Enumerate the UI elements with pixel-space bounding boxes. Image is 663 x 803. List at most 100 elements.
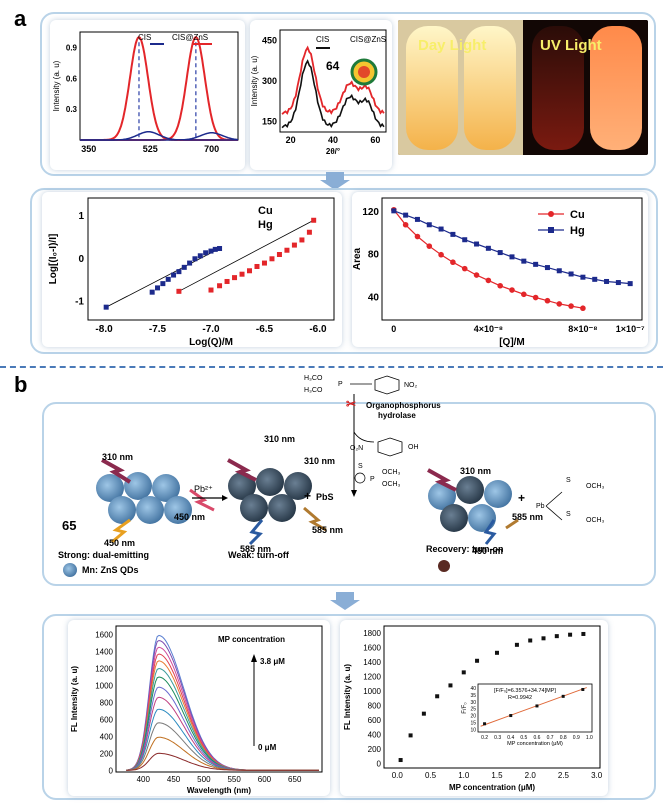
y-tick-label: 1600 [363, 644, 381, 653]
mp-formula-bottom: H₃CO [304, 387, 323, 394]
data-point-Hg [426, 222, 432, 228]
y-tick-label: 400 [368, 731, 382, 740]
inset-r-value: R=0.9942 [508, 695, 532, 701]
nm310-label-3: 310 nm [460, 466, 491, 476]
strong-label: Strong: dual-emitting [58, 550, 149, 560]
data-point-Cu [247, 268, 253, 274]
area-vs-concentration-chart: 0 4×10⁻⁸ 8×10⁻⁸ 1×10⁻⁷ 40 80 120 [Q]/M Area Cu Hg [352, 197, 645, 348]
y-tick-label: 40 [368, 292, 380, 303]
weak-label: Weak: turn-off [228, 550, 290, 560]
x-axis-label: [Q]/M [499, 337, 525, 347]
data-point-Hg [208, 248, 214, 254]
y-tick-label: 0 [377, 760, 382, 769]
absorption-chart-tile: 350 525 700 0.3 0.6 0.9 Intensity (a. u) CIS CIS… [50, 20, 245, 170]
x-tick-label: 0.5 [425, 771, 437, 780]
enzyme-label-2: hydrolase [378, 411, 416, 420]
x-tick-label: 700 [204, 144, 219, 154]
recovery-label: Recovery: turn-on [426, 544, 504, 554]
trend-arrowhead [251, 654, 257, 662]
qd-cluster-strong [96, 472, 192, 524]
y-tick-label: 1600 [95, 630, 113, 639]
data-point-Cu [497, 282, 503, 289]
data-point-Hg [414, 216, 420, 222]
nm450-label-2: 450 nm [104, 538, 135, 548]
data-point-Hg [462, 237, 468, 243]
down-arrow-1 [320, 172, 350, 190]
nm310-label-2: 310 nm [304, 456, 335, 466]
data-point-Hg [165, 276, 171, 282]
data-point [475, 658, 480, 663]
data-point-Cu [532, 294, 539, 301]
data-point-Hg [544, 265, 550, 271]
vial-uv-1 [532, 26, 584, 150]
benzene-ring-1 [374, 375, 400, 395]
nm310-label-weak: 310 nm [264, 434, 295, 444]
inset-x-tick: 0.5 [520, 735, 527, 741]
inset-fit-line [480, 687, 587, 727]
x-tick-label: -8.0 [95, 324, 113, 335]
data-point-Cu [485, 277, 492, 284]
data-point [461, 670, 466, 675]
y-tick-label: 1800 [363, 629, 381, 638]
x-tick-label: -6.0 [309, 324, 327, 335]
inset-x-tick: 0.3 [494, 735, 501, 741]
data-point-Cu [461, 265, 468, 272]
x-tick-label: 3.0 [591, 771, 603, 780]
y-tick-label: 800 [368, 702, 382, 711]
data-point-Cu [580, 305, 586, 312]
legend-cis: CIS [138, 33, 151, 42]
data-point [554, 634, 559, 639]
annotation-64: 64 [326, 59, 340, 73]
x-tick-label: -7.5 [149, 324, 167, 335]
inset-data-point [535, 704, 539, 708]
plot-frame [383, 625, 601, 769]
data-point [421, 711, 426, 716]
y-tick-label: 1 [78, 211, 84, 222]
data-point [581, 631, 586, 636]
area-chart-tile: 0 4×10⁻⁸ 8×10⁻⁸ 1×10⁻⁷ 40 80 120 [Q]/M Area Cu Hg [352, 192, 648, 348]
legend-marker-hg [548, 227, 554, 233]
x-tick-label: 400 [137, 775, 151, 784]
data-point-Cu [261, 260, 267, 266]
legend-hg: Hg [258, 219, 273, 231]
x-tick-label: 60 [370, 135, 380, 145]
data-point-Hg [568, 271, 574, 277]
data-point-Hg [627, 281, 633, 287]
data-point-Cu [473, 272, 480, 278]
data-point-Hg [187, 260, 193, 266]
legend-cis: CIS [316, 35, 329, 44]
y-tick-label: -1 [75, 297, 84, 308]
data-point-Cu [426, 243, 433, 249]
data-point [448, 683, 453, 688]
inset-x-label: MP concentration (μM) [507, 741, 563, 747]
data-point-Hg [509, 254, 515, 260]
data-point-Hg [533, 261, 539, 267]
emit-bolt-1 [111, 518, 131, 544]
data-point-Hg [171, 272, 177, 278]
plus-sign-2: + [518, 491, 525, 505]
core-icon [358, 66, 370, 78]
data-point-Hg [450, 231, 456, 237]
xrd-cis-line [281, 59, 385, 129]
annotation-high: 3.8 μM [260, 657, 285, 666]
och3-label-4: OCH₃ [586, 517, 605, 524]
x-tick-label: 0 [391, 324, 396, 334]
data-point-Hg [192, 256, 198, 262]
data-point-Hg [149, 289, 155, 295]
uv-light-label: UV Light [540, 37, 602, 54]
s-atom-3: S [566, 511, 571, 518]
inset-data-point [483, 722, 487, 726]
oh-label: OH [408, 444, 419, 451]
y-axis-label: Area [352, 247, 363, 270]
spectra-tile: 400 450 500 550 600 650 0 200 400 600 800 1000 1200 1… [68, 620, 330, 796]
nm310-label-1: 310 nm [102, 452, 133, 462]
data-point-Cu [299, 237, 305, 243]
o2n-label: O₂N [350, 445, 363, 452]
series-line-red-peak-2 [80, 35, 238, 141]
plot-frame [381, 197, 643, 321]
x-tick-label: 650 [288, 775, 302, 784]
data-point [541, 636, 546, 641]
y-tick-label: 1400 [363, 658, 381, 667]
vials-photo: Day Light UV Light [398, 20, 648, 155]
qd-legend-label: Mn: ZnS QDs [82, 565, 139, 575]
